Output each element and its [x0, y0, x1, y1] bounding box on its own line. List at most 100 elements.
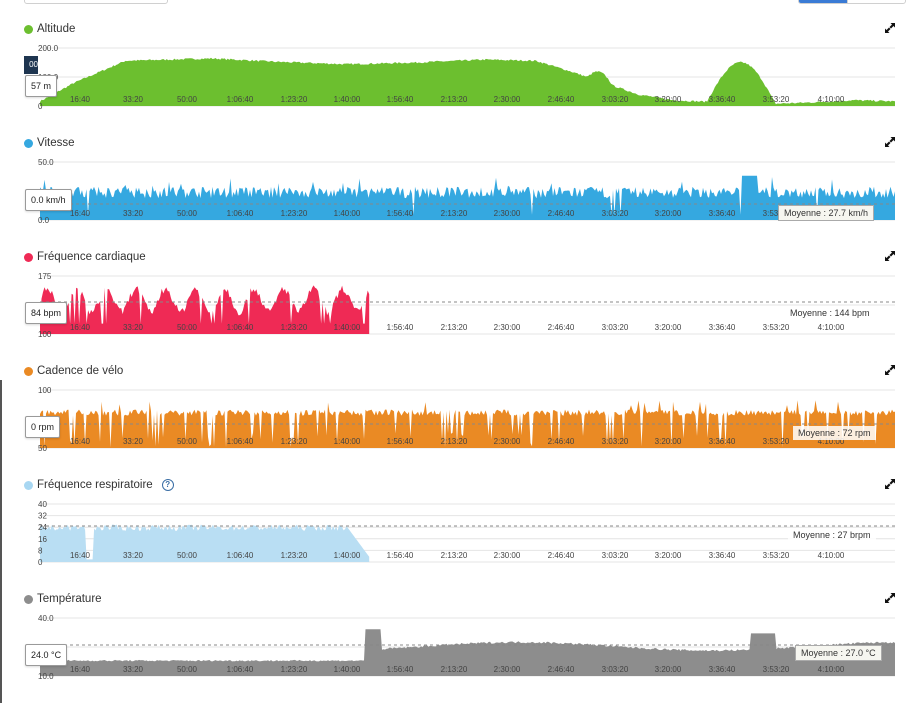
x-tick-label: 3:53:20	[763, 665, 790, 674]
top-dropdown[interactable]	[24, 0, 168, 4]
x-tick-label: 3:36:40	[709, 665, 736, 674]
average-label: Moyenne : 27 brpm	[788, 528, 876, 542]
x-tick-label: 16:40	[70, 551, 91, 560]
x-tick-label: 1:56:40	[387, 665, 414, 674]
altitude-chart[interactable]: 200.0100.0016:4033:2050:001:06:401:23:20…	[0, 12, 913, 126]
x-tick-label: 3:03:20	[602, 209, 629, 218]
x-tick-label: 3:36:40	[709, 551, 736, 560]
y-tick-label: 40	[38, 500, 47, 509]
x-tick-label: 3:03:20	[602, 95, 629, 104]
x-tick-label: 1:06:40	[227, 95, 254, 104]
expand-icon[interactable]	[884, 22, 896, 34]
x-tick-label: 2:13:20	[441, 209, 468, 218]
panel-title: Fréquence respiratoire	[37, 479, 153, 491]
expand-icon[interactable]	[884, 364, 896, 376]
x-tick-label: 2:30:00	[494, 437, 521, 446]
view-toggle[interactable]	[798, 0, 906, 4]
help-icon[interactable]: ?	[161, 479, 174, 491]
x-tick-label: 2:30:00	[494, 95, 521, 104]
x-tick-label: 3:20:00	[655, 665, 682, 674]
x-tick-label: 2:30:00	[494, 551, 521, 560]
x-tick-label: 3:53:20	[763, 95, 790, 104]
x-tick-label: 1:23:20	[281, 437, 308, 446]
x-tick-label: 3:03:20	[602, 665, 629, 674]
x-tick-label: 1:06:40	[227, 551, 254, 560]
x-tick-label: 4:10:00	[818, 665, 845, 674]
x-tick-label: 1:56:40	[387, 323, 414, 332]
legend-dot-icon	[24, 480, 33, 490]
x-tick-label: 3:53:20	[763, 437, 790, 446]
x-tick-label: 1:23:20	[281, 323, 308, 332]
x-tick-label: 4:10:00	[818, 95, 845, 104]
panel-title: Cadence de vélo	[37, 365, 124, 377]
legend-dot-icon	[24, 594, 33, 604]
x-tick-label: 2:46:40	[548, 323, 575, 332]
x-tick-label: 2:13:20	[441, 437, 468, 446]
expand-icon[interactable]	[884, 592, 896, 604]
average-label: Moyenne : 27.7 km/h	[778, 205, 875, 221]
x-tick-label: 33:20	[123, 437, 144, 446]
x-tick-label: 1:40:00	[334, 551, 361, 560]
x-tick-label: 2:46:40	[548, 665, 575, 674]
altitude-header: Altitude	[24, 21, 75, 37]
respiratoire-chart[interactable]: 40 32 24 16 8 0 16:40 33:20 50:00 1:06:40 1:23:20 1…	[0, 468, 913, 582]
y-tick-label: 50.0	[38, 158, 54, 167]
x-tick-label: 3:53:20	[763, 551, 790, 560]
x-tick-label: 16:40	[70, 437, 91, 446]
x-tick-label: 3:20:00	[655, 95, 682, 104]
x-tick-label: 2:13:20	[441, 323, 468, 332]
temperature-chart[interactable]: 40.030.010.016:4033:2050:001:06:401:23:2…	[0, 582, 913, 696]
x-tick-label: 4:10:00	[818, 551, 845, 560]
x-tick-label: 3:36:40	[709, 209, 736, 218]
chart-panel-altitude: 200.0100.0016:4033:2050:001:06:401:23:20…	[0, 12, 913, 126]
respiratoire-series	[40, 524, 370, 562]
cursor-value-box: 57 m	[25, 75, 58, 97]
x-tick-label: 50:00	[177, 209, 198, 218]
x-tick-label: 2:46:40	[548, 551, 575, 560]
x-tick-label: 2:46:40	[548, 437, 575, 446]
y-tick-label: 10.0	[38, 672, 54, 681]
respiratoire-header: Fréquence respiratoire?	[24, 477, 174, 493]
x-tick-label: 4:10:00	[818, 323, 845, 332]
x-tick-label: 1:40:00	[334, 437, 361, 446]
expand-icon[interactable]	[884, 250, 896, 262]
x-tick-label: 3:20:00	[655, 323, 682, 332]
vitesse-chart[interactable]: 50.0 0.0 16:40 33:20 50:00 1:06:40 1:23:20 1:40…	[0, 126, 913, 240]
x-tick-label: 33:20	[123, 209, 144, 218]
y-tick-label: 200.0	[38, 44, 59, 53]
x-tick-label: 2:46:40	[548, 209, 575, 218]
x-tick-label: 2:13:20	[441, 95, 468, 104]
altitude-series	[40, 57, 895, 106]
panel-title: Fréquence cardiaque	[37, 251, 146, 263]
x-tick-label: 1:23:20	[281, 95, 308, 104]
y-tick-label: 40.0	[38, 614, 54, 623]
cadence-chart[interactable]: 100 50 16:40 33:20 50:00 1:06:40 1:23:20 1:40:0…	[0, 354, 913, 468]
x-tick-label: 50:00	[177, 551, 198, 560]
x-tick-label: 3:03:20	[602, 323, 629, 332]
x-tick-label: 2:30:00	[494, 323, 521, 332]
x-tick-label: 50:00	[177, 437, 198, 446]
x-tick-label: 1:56:40	[387, 95, 414, 104]
x-tick-label: 2:30:00	[494, 665, 521, 674]
y-tick-label: 100	[38, 386, 52, 395]
y-tick-label: 0	[38, 102, 43, 111]
chart-panel-vitesse: 50.0 0.0 16:40 33:20 50:00 1:06:40 1:23:20 1:40…	[0, 126, 913, 240]
x-tick-label: 3:53:20	[763, 323, 790, 332]
x-tick-label: 2:13:20	[441, 665, 468, 674]
x-tick-label: 33:20	[123, 665, 144, 674]
x-tick-label: 16:40	[70, 95, 91, 104]
panel-title: Vitesse	[37, 137, 75, 149]
cardiaque-series	[40, 285, 370, 334]
x-tick-label: 1:23:20	[281, 551, 308, 560]
x-tick-label: 1:56:40	[387, 551, 414, 560]
x-tick-label: 3:20:00	[655, 209, 682, 218]
expand-icon[interactable]	[884, 136, 896, 148]
x-tick-label: 2:13:20	[441, 551, 468, 560]
expand-icon[interactable]	[884, 478, 896, 490]
x-tick-label: 3:36:40	[709, 437, 736, 446]
temperature-header: Température	[24, 591, 102, 607]
average-label: Moyenne : 72 rpm	[793, 426, 876, 440]
cursor-value-box: 24.0 °C	[25, 644, 68, 666]
chart-panel-cardiaque: 17515010016:4033:2050:001:06:401:23:201:…	[0, 240, 913, 354]
y-tick-label: 0.0	[38, 216, 50, 225]
